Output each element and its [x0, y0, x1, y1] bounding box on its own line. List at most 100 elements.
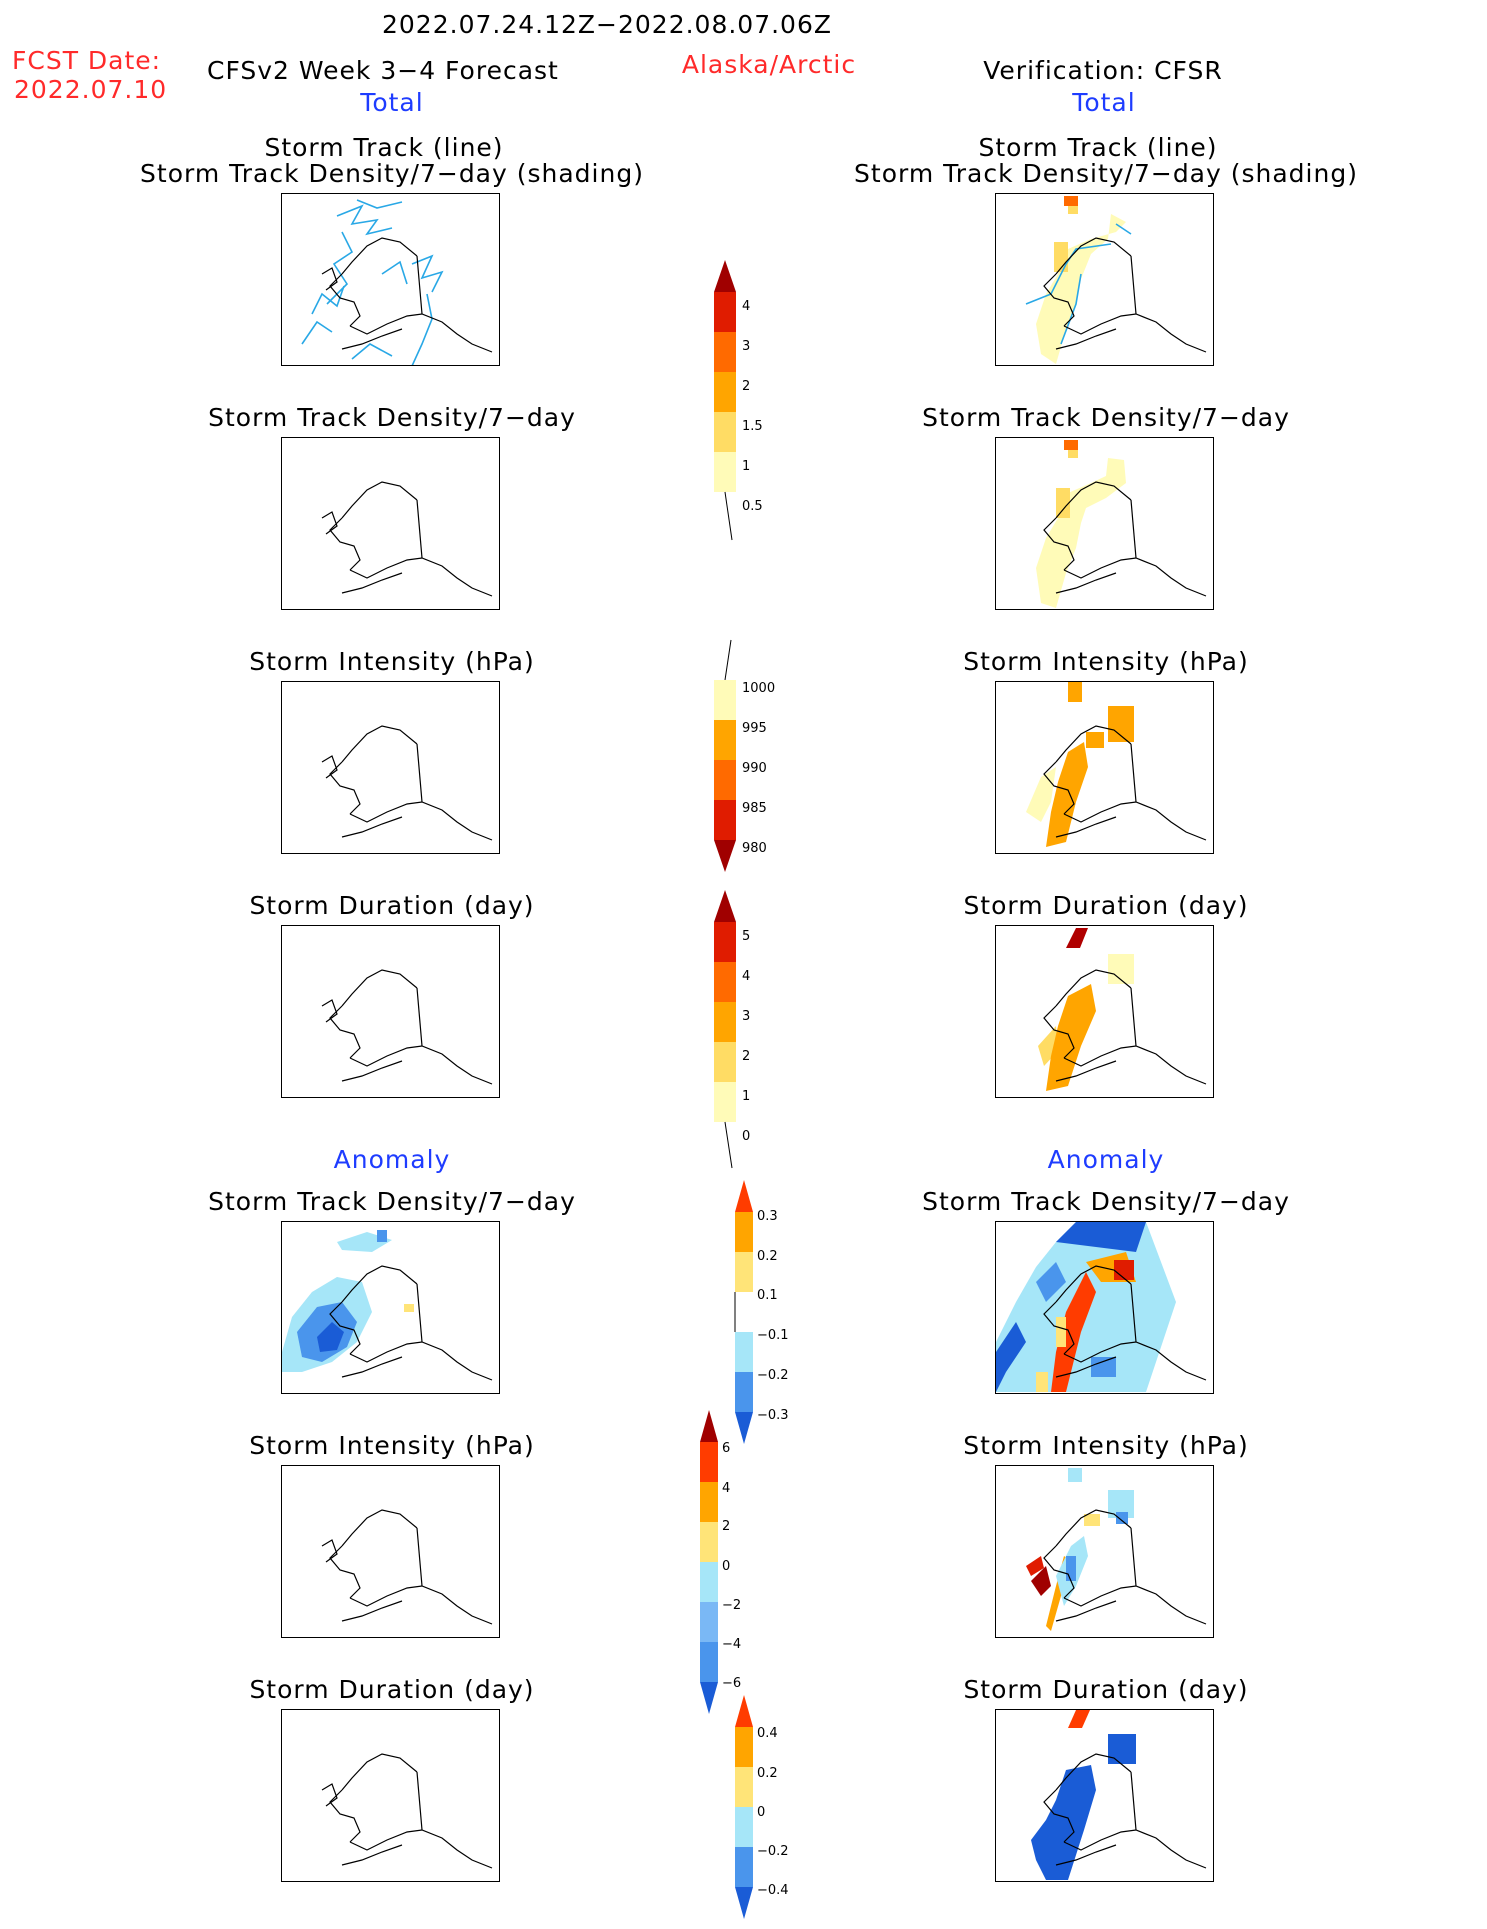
right-density-title: Storm Track Density/7−day	[922, 403, 1290, 432]
forecast-title: CFSv2 Week 3−4 Forecast	[207, 56, 559, 85]
alaska-coastline	[321, 725, 493, 841]
colorbar-tick-label: 0	[757, 1805, 765, 1820]
alaska-coastline	[1043, 1265, 1207, 1381]
alaska-coastline	[321, 1753, 493, 1869]
colorbar-tick-label: 0.2	[757, 1766, 778, 1781]
colorbar-tick-label: 6	[722, 1441, 730, 1456]
alaska-coastline	[1043, 969, 1207, 1085]
left-duration-anom-title: Storm Duration (day)	[249, 1675, 535, 1704]
right-intensity-title: Storm Intensity (hPa)	[963, 647, 1249, 676]
intensity-shading	[1026, 682, 1134, 847]
alaska-coastline	[321, 969, 493, 1085]
map-left-density	[281, 437, 500, 610]
storm-track-lines	[1025, 223, 1132, 345]
map-right-intensity-anomaly	[995, 1465, 1214, 1638]
right-track-shading-title: Storm Track Density/7−day (shading)	[854, 159, 1358, 188]
colorbar-tick-label: 2	[722, 1519, 730, 1534]
anomaly-shading	[1026, 1468, 1134, 1631]
colorbar-tick-label: 3	[742, 339, 750, 354]
anomaly-shading	[1031, 1710, 1136, 1880]
colorbar-tick-label: 980	[742, 841, 767, 856]
alaska-coastline	[321, 481, 493, 597]
alaska-coastline	[1043, 1509, 1207, 1625]
map-left-intensity-anomaly	[281, 1465, 500, 1638]
right-duration-anom-title: Storm Duration (day)	[963, 1675, 1249, 1704]
map-right-track	[995, 193, 1214, 366]
colorbar-intensity-total: 1000 995 990 985 980	[714, 639, 800, 894]
left-density-anom-title: Storm Track Density/7−day	[208, 1187, 576, 1216]
anomaly-shading	[996, 1222, 1176, 1392]
alaska-coastline	[1043, 725, 1207, 841]
region-title: Alaska/Arctic	[681, 50, 857, 79]
colorbar-density-total: 4 3 2 1.5 1 0.5	[714, 260, 800, 554]
colorbar-tick-label: 2	[742, 1049, 750, 1064]
colorbar-tick-label: 5	[742, 929, 750, 944]
map-right-duration-anomaly	[995, 1709, 1214, 1882]
right-duration-title: Storm Duration (day)	[963, 891, 1249, 920]
right-track-line-title: Storm Track (line)	[978, 133, 1218, 162]
map-left-duration-anomaly	[281, 1709, 500, 1882]
colorbar-tick-label: 1	[742, 1089, 750, 1104]
colorbar-tick-label: 0	[722, 1559, 730, 1574]
colorbar-tick-label: 4	[742, 969, 750, 984]
colorbar-tick-label: −4	[722, 1637, 741, 1652]
left-density-title: Storm Track Density/7−day	[208, 403, 576, 432]
density-shading	[1036, 440, 1126, 608]
map-right-intensity	[995, 681, 1214, 854]
colorbar-tick-label: 1.5	[742, 419, 763, 434]
right-intensity-anom-title: Storm Intensity (hPa)	[963, 1431, 1249, 1460]
alaska-coastline	[1043, 237, 1207, 353]
colorbar-tick-label: 1000	[742, 681, 775, 696]
map-left-density-anomaly	[281, 1221, 500, 1394]
left-duration-title: Storm Duration (day)	[249, 891, 535, 920]
right-anomaly-heading: Anomaly	[1047, 1145, 1165, 1174]
colorbar-density-anomaly: 0.3 0.2 0.1 −0.1 −0.2 −0.3	[734, 1180, 815, 1464]
map-left-duration	[281, 925, 500, 1098]
map-right-density-anomaly	[995, 1221, 1214, 1394]
left-total-heading: Total	[360, 88, 424, 117]
left-track-line-title: Storm Track (line)	[264, 133, 504, 162]
colorbar-tick-label: 4	[722, 1481, 730, 1496]
colorbar-tick-label: 0.4	[757, 1726, 778, 1741]
colorbar-tick-label: 985	[742, 801, 767, 816]
colorbar-tick-label: 0.1	[757, 1288, 778, 1303]
left-anomaly-heading: Anomaly	[333, 1145, 451, 1174]
colorbar-tick-label: −0.2	[757, 1844, 789, 1859]
left-track-shading-title: Storm Track Density/7−day (shading)	[140, 159, 644, 188]
colorbar-tick-label: −0.1	[757, 1328, 789, 1343]
colorbar-tick-label: 990	[742, 761, 767, 776]
alaska-coastline	[1043, 1753, 1207, 1869]
colorbar-tick-label: −0.2	[757, 1368, 789, 1383]
colorbar-tick-label: 1	[742, 459, 750, 474]
anomaly-shading	[282, 1230, 414, 1372]
colorbar-tick-label: 3	[742, 1009, 750, 1024]
map-right-density	[995, 437, 1214, 610]
alaska-coastline	[1043, 481, 1207, 597]
colorbar-tick-label: 0.3	[757, 1209, 778, 1224]
colorbar-tick-label: −6	[722, 1676, 741, 1691]
colorbar-tick-label: −2	[722, 1598, 741, 1613]
verification-title: Verification: CFSR	[983, 56, 1223, 85]
colorbar-tick-label: −0.4	[757, 1883, 789, 1898]
colorbar-intensity-anomaly: 6 4 2 0 −2 −4 −6	[700, 1410, 780, 1724]
map-left-track	[281, 193, 500, 366]
colorbar-tick-label: 0.2	[757, 1249, 778, 1264]
left-intensity-title: Storm Intensity (hPa)	[249, 647, 535, 676]
colorbar-tick-label: 995	[742, 721, 767, 736]
colorbar-tick-label: 2	[742, 379, 750, 394]
fcst-date-value: 2022.07.10	[14, 75, 168, 104]
colorbar-duration-total: 5 4 3 2 1 0	[714, 890, 800, 1184]
colorbar-tick-label: 0	[742, 1129, 750, 1144]
map-right-duration	[995, 925, 1214, 1098]
storm-track-lines	[301, 199, 444, 365]
alaska-coastline	[321, 237, 493, 353]
map-left-intensity	[281, 681, 500, 854]
right-density-anom-title: Storm Track Density/7−day	[922, 1187, 1290, 1216]
alaska-coastline	[329, 1265, 493, 1381]
alaska-coastline	[321, 1509, 493, 1625]
colorbar-tick-label: −0.3	[757, 1408, 789, 1423]
fcst-date-label: FCST Date:	[12, 46, 162, 75]
date-range-title: 2022.07.24.12Z−2022.08.07.06Z	[382, 10, 832, 39]
colorbar-tick-label: 0.5	[742, 499, 763, 514]
right-total-heading: Total	[1072, 88, 1136, 117]
